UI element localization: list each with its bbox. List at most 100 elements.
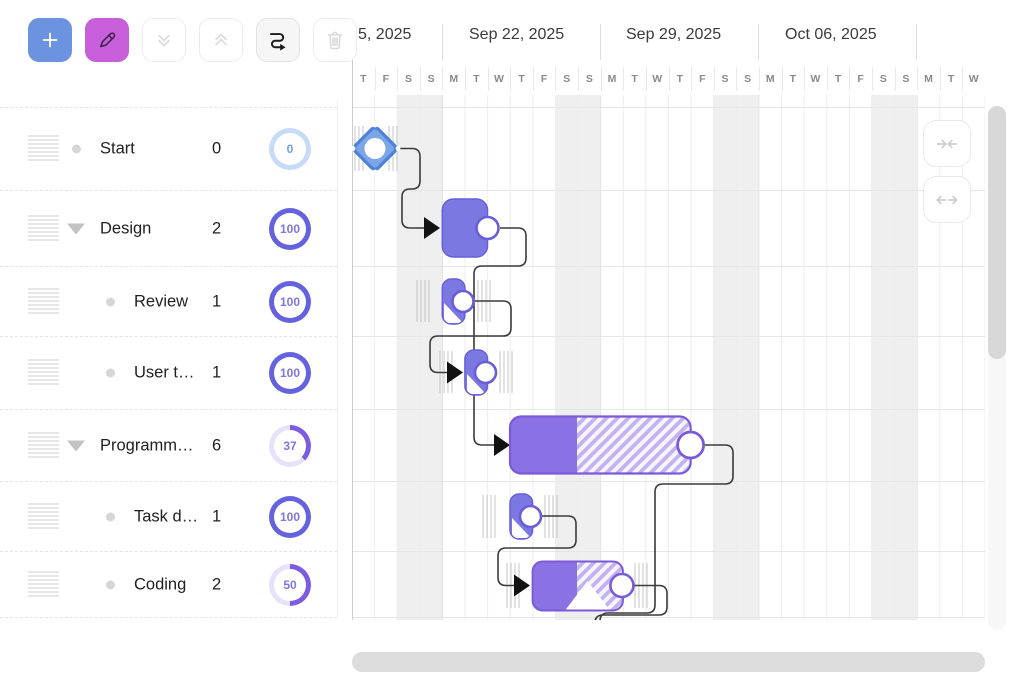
collapse-scale-button[interactable] — [923, 120, 971, 167]
task-duration: 1 — [212, 507, 222, 525]
link-handle[interactable] — [676, 430, 706, 460]
task-duration: 2 — [212, 575, 222, 593]
day-separator — [713, 67, 715, 91]
table-row-review[interactable]: Review 1 100 — [0, 266, 337, 336]
task-name: Coding — [134, 575, 187, 593]
delete-task-button[interactable] — [313, 18, 357, 62]
day-letter: T — [360, 73, 367, 85]
day-letter: F — [699, 73, 706, 85]
week-separator — [916, 24, 917, 60]
day-separator — [849, 67, 851, 91]
week-label: Sep 22, 2025 — [469, 26, 565, 43]
day-separator — [465, 67, 467, 91]
day-separator — [826, 67, 828, 91]
week-label: 5, 2025 — [358, 26, 412, 43]
gantt-chart — [352, 95, 985, 620]
link-review-usertesting — [429, 300, 512, 374]
bullet-icon — [106, 512, 115, 521]
drag-handle-icon[interactable] — [28, 359, 59, 387]
add-task-button[interactable] — [28, 18, 72, 62]
collapse-expander-icon[interactable] — [67, 223, 85, 234]
day-letter: F — [382, 73, 390, 85]
link-handle[interactable] — [518, 504, 543, 529]
move-up-button[interactable] — [199, 18, 243, 62]
collapse-expander-icon[interactable] — [67, 440, 85, 451]
milestone-start[interactable] — [352, 122, 401, 175]
progress-ring: 100 — [269, 207, 311, 250]
progress-ring: 100 — [269, 352, 311, 394]
table-row-task-d[interactable]: Task d… 1 100 — [0, 481, 337, 551]
progress-ring: 100 — [269, 280, 311, 323]
drag-handle-icon[interactable] — [28, 503, 59, 530]
day-separator — [578, 67, 580, 91]
drag-handle-icon[interactable] — [28, 432, 59, 459]
week-label: Oct 06, 2025 — [785, 26, 877, 43]
day-separator — [510, 67, 512, 91]
arrows-inward-icon — [936, 139, 958, 148]
week-separator — [600, 24, 601, 60]
vertical-scrollbar-thumb[interactable] — [988, 106, 1006, 359]
day-separator — [691, 67, 693, 91]
link-design-programming — [473, 227, 527, 446]
link-handle[interactable] — [609, 572, 635, 599]
task-name: Review — [134, 292, 189, 310]
expand-scale-button[interactable] — [923, 176, 971, 223]
task-grid: Start 0 0 Design 2 100 Review 1 100 User… — [0, 95, 337, 620]
day-separator — [894, 67, 896, 91]
edit-task-button[interactable] — [85, 18, 129, 62]
drag-handle-icon[interactable] — [28, 571, 59, 598]
day-letter: T — [518, 73, 525, 85]
link-coding-down — [594, 584, 668, 620]
drag-handle-icon[interactable] — [28, 215, 59, 242]
add-link-button[interactable] — [256, 18, 300, 62]
link-handle[interactable] — [475, 215, 500, 241]
bullet-icon — [106, 580, 115, 589]
table-row-coding[interactable]: Coding 2 50 — [0, 551, 337, 617]
task-name: User t… — [134, 363, 195, 382]
taskbar-review[interactable] — [441, 278, 475, 325]
table-row-start[interactable]: Start 0 0 — [0, 107, 337, 190]
day-letter: S — [721, 73, 729, 85]
progress-handle[interactable] — [467, 374, 486, 394]
toolbar — [0, 0, 1024, 80]
plus-icon — [42, 32, 58, 48]
day-letter: T — [834, 73, 842, 85]
task-name: Task d… — [134, 507, 199, 525]
day-letter: M — [765, 73, 775, 85]
table-row-user-testing[interactable]: User t… 1 100 — [0, 336, 337, 409]
progress-handle[interactable] — [565, 581, 610, 611]
taskbar-programming[interactable] — [508, 415, 706, 475]
vertical-scrollbar[interactable] — [988, 106, 1006, 630]
day-letter: M — [924, 73, 933, 85]
table-row-programming[interactable]: Programm… 6 37 — [0, 409, 337, 481]
day-separator — [962, 67, 964, 91]
day-letter: M — [607, 73, 617, 85]
drag-handle-icon[interactable] — [28, 135, 59, 163]
grid-chart-splitter[interactable] — [337, 100, 338, 617]
day-separator — [555, 67, 557, 91]
drag-handle-icon[interactable] — [28, 288, 59, 315]
day-separator — [374, 67, 376, 91]
taskbar-coding[interactable] — [531, 560, 635, 612]
taskbar-task-d[interactable] — [509, 493, 543, 540]
progress-ring: 37 — [269, 424, 311, 467]
link-handle[interactable] — [451, 289, 475, 314]
day-separator — [645, 67, 647, 91]
chevron-double-up-icon — [215, 33, 227, 46]
timeline-header: 5, 2025 Sep 22, 2025 Sep 29, 2025 Oct 06… — [352, 0, 985, 95]
progress-handle[interactable] — [512, 518, 531, 538]
taskbar-user-testing[interactable] — [464, 349, 498, 396]
day-separator — [419, 67, 421, 91]
trash-icon — [327, 31, 343, 50]
taskbar-design[interactable] — [441, 198, 500, 258]
move-down-button[interactable] — [142, 18, 186, 62]
horizontal-scrollbar[interactable] — [352, 652, 985, 672]
progress-handle[interactable] — [444, 303, 463, 323]
link-handle[interactable] — [473, 360, 498, 385]
link-curve-arrow-icon — [269, 33, 286, 51]
progress-ring: 50 — [269, 563, 311, 606]
task-duration: 1 — [212, 363, 222, 382]
task-duration: 2 — [212, 219, 222, 237]
table-row-design[interactable]: Design 2 100 — [0, 190, 337, 266]
